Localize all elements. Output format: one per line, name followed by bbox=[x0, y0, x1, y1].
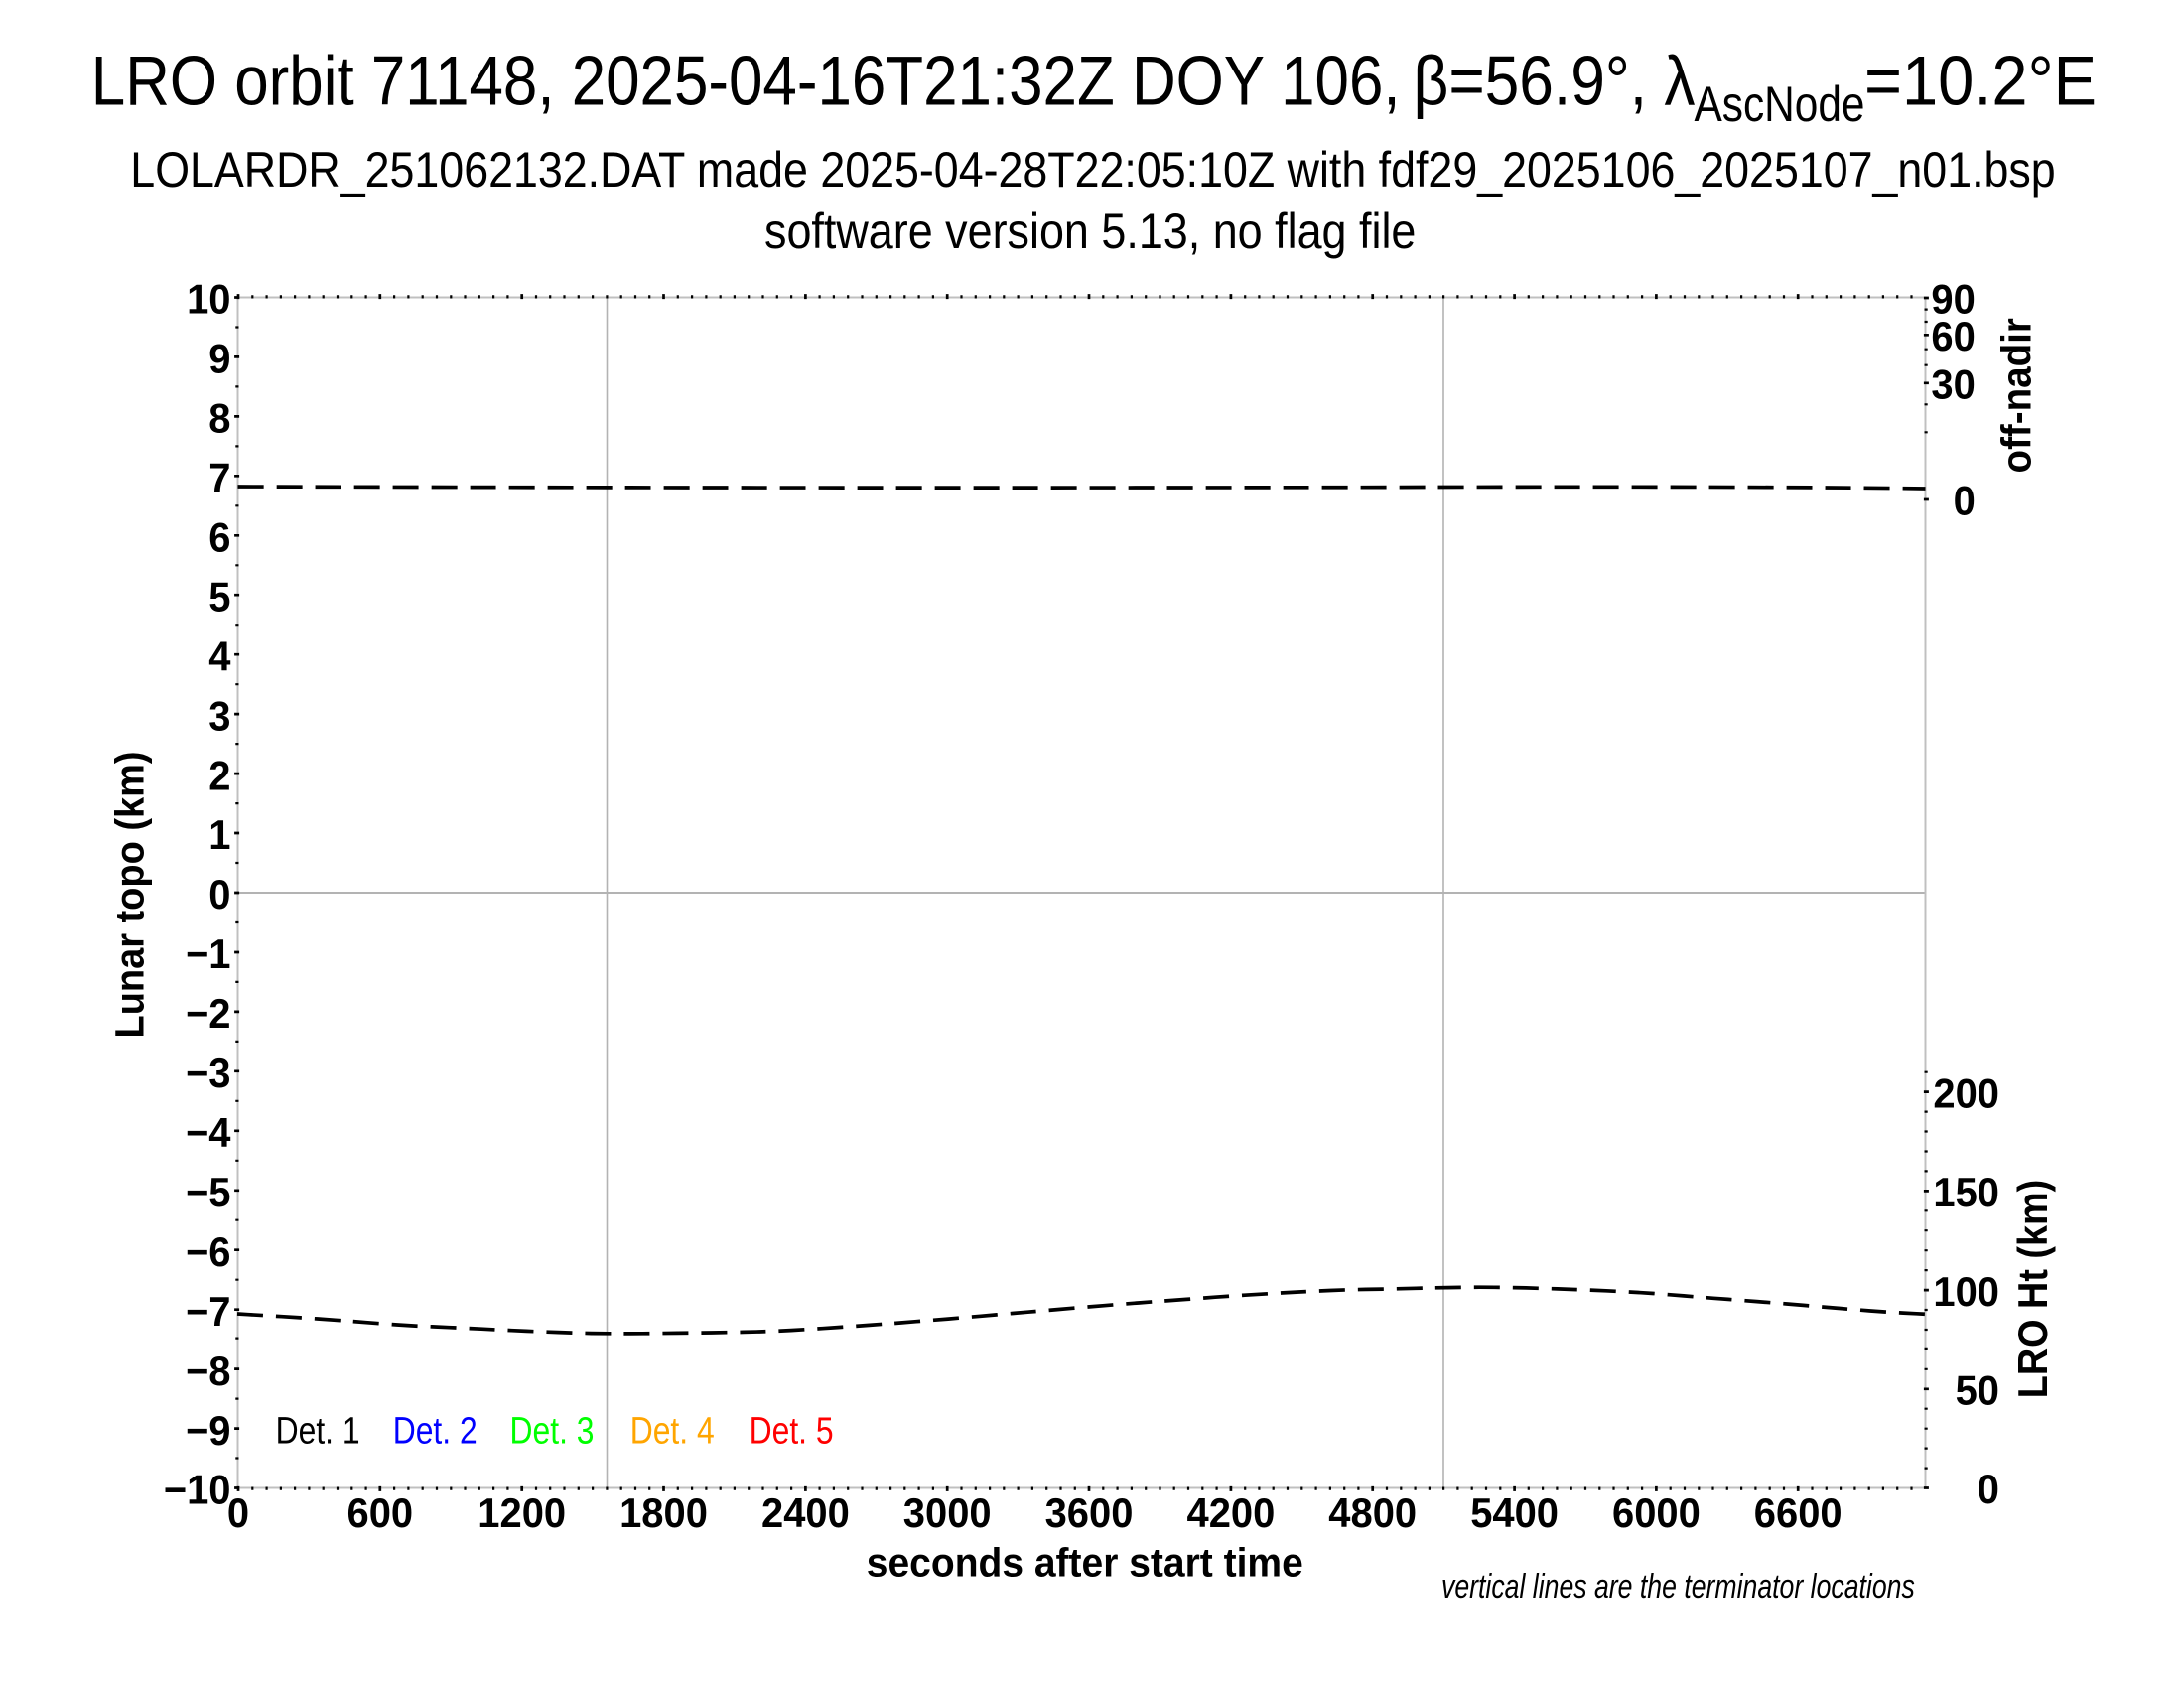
svg-text:200: 200 bbox=[1933, 1069, 1999, 1116]
svg-text:−3: −3 bbox=[186, 1050, 231, 1096]
svg-text:100: 100 bbox=[1933, 1268, 1999, 1315]
svg-text:−1: −1 bbox=[186, 930, 231, 977]
svg-text:Det. 5: Det. 5 bbox=[750, 1411, 834, 1453]
svg-text:3600: 3600 bbox=[1045, 1489, 1134, 1536]
svg-text:0: 0 bbox=[208, 871, 230, 917]
svg-text:2400: 2400 bbox=[761, 1489, 850, 1536]
svg-text:LOLARDR_251062132.DAT made 202: LOLARDR_251062132.DAT made 2025-04-28T22… bbox=[130, 142, 2055, 198]
svg-text:10: 10 bbox=[187, 276, 230, 323]
svg-text:2: 2 bbox=[208, 752, 230, 798]
svg-text:150: 150 bbox=[1933, 1169, 1999, 1215]
svg-text:β=56.9°, λ: β=56.9°, λ bbox=[1414, 42, 1696, 120]
svg-text:8: 8 bbox=[208, 395, 230, 442]
svg-text:0: 0 bbox=[1978, 1466, 1999, 1512]
svg-text:1200: 1200 bbox=[478, 1489, 566, 1536]
svg-text:60: 60 bbox=[1931, 313, 1975, 359]
svg-text:−10: −10 bbox=[164, 1467, 231, 1513]
svg-text:=10.2°E: =10.2°E bbox=[1864, 42, 2097, 120]
svg-text:5: 5 bbox=[208, 574, 230, 621]
svg-text:90: 90 bbox=[1931, 276, 1975, 323]
svg-text:Det. 1: Det. 1 bbox=[276, 1411, 360, 1453]
svg-text:AscNode: AscNode bbox=[1695, 75, 1865, 132]
svg-text:50: 50 bbox=[1956, 1367, 1999, 1414]
svg-text:−4: −4 bbox=[186, 1109, 231, 1156]
svg-text:−9: −9 bbox=[186, 1407, 231, 1454]
svg-text:3000: 3000 bbox=[903, 1489, 992, 1536]
svg-text:−8: −8 bbox=[186, 1347, 231, 1394]
svg-text:0: 0 bbox=[1954, 478, 1976, 524]
svg-text:−5: −5 bbox=[186, 1169, 231, 1215]
svg-text:Det. 3: Det. 3 bbox=[510, 1411, 595, 1453]
svg-text:5400: 5400 bbox=[1470, 1489, 1559, 1536]
svg-text:6600: 6600 bbox=[1754, 1489, 1843, 1536]
svg-text:−7: −7 bbox=[186, 1288, 231, 1335]
svg-text:1800: 1800 bbox=[619, 1489, 708, 1536]
svg-text:6000: 6000 bbox=[1612, 1489, 1701, 1536]
svg-text:600: 600 bbox=[347, 1489, 414, 1536]
svg-text:1: 1 bbox=[208, 811, 230, 858]
svg-text:0: 0 bbox=[227, 1489, 249, 1536]
svg-text:vertical lines are the termina: vertical lines are the terminator locati… bbox=[1441, 1568, 1915, 1606]
svg-text:−2: −2 bbox=[186, 990, 231, 1037]
svg-text:software version 5.13, no flag: software version 5.13, no flag file bbox=[764, 204, 1416, 259]
svg-text:9: 9 bbox=[208, 336, 230, 382]
svg-text:Det. 2: Det. 2 bbox=[393, 1411, 478, 1453]
svg-text:30: 30 bbox=[1931, 360, 1975, 407]
svg-text:4800: 4800 bbox=[1328, 1489, 1417, 1536]
svg-text:4200: 4200 bbox=[1187, 1489, 1276, 1536]
svg-text:3: 3 bbox=[208, 692, 230, 739]
svg-text:7: 7 bbox=[208, 455, 230, 501]
svg-text:−6: −6 bbox=[186, 1228, 231, 1275]
svg-text:Det. 4: Det. 4 bbox=[630, 1411, 715, 1453]
svg-text:LRO Ht (km): LRO Ht (km) bbox=[2009, 1180, 2056, 1399]
svg-text:6: 6 bbox=[208, 514, 230, 561]
svg-text:4: 4 bbox=[208, 633, 231, 679]
svg-text:off-nadir: off-nadir bbox=[1992, 318, 2039, 473]
svg-text:seconds after start time: seconds after start time bbox=[867, 1540, 1303, 1586]
svg-text:Lunar topo (km): Lunar topo (km) bbox=[107, 752, 153, 1039]
svg-text:LRO orbit 71148, 2025-04-16T21: LRO orbit 71148, 2025-04-16T21:32Z DOY 1… bbox=[91, 42, 1418, 120]
